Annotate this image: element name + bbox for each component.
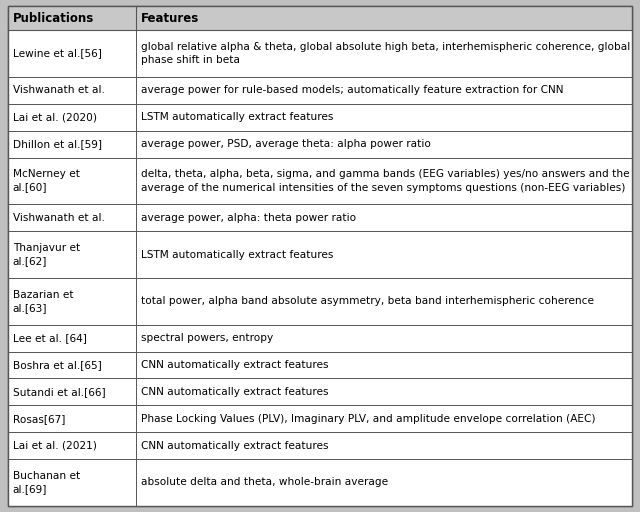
Text: McNerney et
al.[60]: McNerney et al.[60]: [13, 169, 80, 193]
Text: CNN automatically extract features: CNN automatically extract features: [141, 387, 328, 397]
Bar: [8, 158, 632, 204]
Text: Publications: Publications: [13, 12, 94, 25]
Bar: [8, 459, 632, 506]
Text: spectral powers, entropy: spectral powers, entropy: [141, 333, 273, 343]
Text: delta, theta, alpha, beta, sigma, and gamma bands (EEG variables) yes/no answers: delta, theta, alpha, beta, sigma, and ga…: [141, 169, 630, 193]
Text: LSTM automatically extract features: LSTM automatically extract features: [141, 112, 333, 122]
Text: CNN automatically extract features: CNN automatically extract features: [141, 441, 328, 451]
Text: Lee et al. [64]: Lee et al. [64]: [13, 333, 86, 343]
Bar: [8, 432, 632, 459]
Text: Vishwanath et al.: Vishwanath et al.: [13, 212, 105, 223]
Text: Bazarian et
al.[63]: Bazarian et al.[63]: [13, 290, 74, 313]
Text: Rosas[67]: Rosas[67]: [13, 414, 65, 424]
Text: Buchanan et
al.[69]: Buchanan et al.[69]: [13, 471, 80, 494]
Text: absolute delta and theta, whole-brain average: absolute delta and theta, whole-brain av…: [141, 478, 388, 487]
Bar: [8, 104, 632, 131]
Bar: [8, 278, 632, 325]
Bar: [8, 77, 632, 104]
Bar: [8, 131, 632, 158]
Bar: [8, 325, 632, 352]
Text: average power for rule-based models; automatically feature extraction for CNN: average power for rule-based models; aut…: [141, 86, 563, 95]
Text: Lewine et al.[56]: Lewine et al.[56]: [13, 49, 102, 58]
Text: Sutandi et al.[66]: Sutandi et al.[66]: [13, 387, 106, 397]
Bar: [8, 231, 632, 278]
Text: Lai et al. (2021): Lai et al. (2021): [13, 441, 97, 451]
Text: Vishwanath et al.: Vishwanath et al.: [13, 86, 105, 95]
Bar: [8, 6, 632, 30]
Bar: [8, 352, 632, 378]
Text: Dhillon et al.[59]: Dhillon et al.[59]: [13, 139, 102, 149]
Bar: [8, 204, 632, 231]
Text: Features: Features: [141, 12, 199, 25]
Text: global relative alpha & theta, global absolute high beta, interhemispheric coher: global relative alpha & theta, global ab…: [141, 42, 630, 65]
Text: CNN automatically extract features: CNN automatically extract features: [141, 360, 328, 370]
Bar: [8, 406, 632, 432]
Text: average power, alpha: theta power ratio: average power, alpha: theta power ratio: [141, 212, 356, 223]
Text: LSTM automatically extract features: LSTM automatically extract features: [141, 249, 333, 260]
Bar: [8, 378, 632, 406]
Text: Lai et al. (2020): Lai et al. (2020): [13, 112, 97, 122]
Text: total power, alpha band absolute asymmetry, beta band interhemispheric coherence: total power, alpha band absolute asymmet…: [141, 296, 594, 306]
Text: Thanjavur et
al.[62]: Thanjavur et al.[62]: [13, 243, 80, 266]
Text: Phase Locking Values (PLV), Imaginary PLV, and amplitude envelope correlation (A: Phase Locking Values (PLV), Imaginary PL…: [141, 414, 595, 424]
Text: average power, PSD, average theta: alpha power ratio: average power, PSD, average theta: alpha…: [141, 139, 431, 149]
Bar: [8, 30, 632, 77]
Text: Boshra et al.[65]: Boshra et al.[65]: [13, 360, 102, 370]
